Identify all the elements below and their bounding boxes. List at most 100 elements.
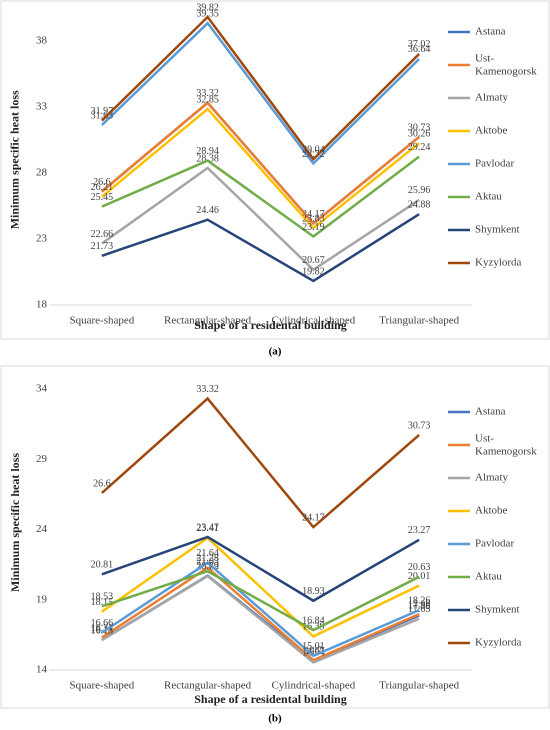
series-line: [101, 561, 420, 658]
legend-label: Kyzylorda: [475, 637, 522, 649]
legend-label: Aktau: [475, 191, 502, 203]
series-line: [101, 15, 421, 162]
legend-label: Aktobe: [475, 125, 508, 137]
y-tick-label: 14: [36, 664, 48, 676]
y-tick-label: 34: [36, 383, 48, 395]
data-label: 24.46: [196, 205, 219, 216]
data-label: 24.88: [408, 199, 431, 210]
series-line: [101, 535, 420, 603]
data-label: 20.67: [302, 255, 325, 266]
x-tick-label: Rectangular-shaped: [164, 315, 252, 327]
data-label: 16.31: [91, 623, 114, 634]
series-line: [101, 101, 420, 226]
data-label: 28.38: [196, 153, 219, 164]
series-line: [101, 574, 420, 664]
data-label: 23.83: [302, 213, 325, 224]
data-label: 20.63: [408, 562, 431, 573]
data-label: 14.7: [305, 645, 323, 656]
data-label: 20.01: [408, 571, 431, 582]
data-label: 26.6: [93, 177, 111, 188]
data-label: 36.64: [408, 44, 431, 55]
legend-label: Ust-Kamenogorsk: [475, 432, 537, 457]
data-label: 32.85: [196, 94, 219, 105]
x-tick-label: Rectangular-shaped: [164, 680, 252, 692]
data-label: 23.41: [196, 523, 219, 534]
data-label: 37.02: [408, 39, 431, 50]
x-tick-label: Square-shaped: [69, 315, 134, 327]
data-label: 21.03: [196, 557, 219, 568]
data-label: 20.69: [196, 561, 219, 572]
legend-label: Astana: [475, 26, 506, 38]
data-label: 18.93: [302, 586, 325, 597]
caption: (b): [268, 713, 282, 725]
data-label: 22.66: [91, 229, 114, 240]
y-tick-label: 18: [36, 299, 48, 311]
data-label: 24.17: [302, 209, 325, 220]
data-label: 33.32: [196, 88, 219, 99]
data-label: 16.14: [91, 625, 114, 636]
legend-label: Aktau: [475, 571, 502, 583]
data-label: 30.73: [408, 420, 431, 431]
data-label: 18.15: [91, 597, 114, 608]
y-tick-label: 23: [36, 233, 48, 245]
data-label: 24.17: [302, 512, 325, 523]
data-label: 15.01: [302, 641, 325, 652]
legend-label: Astana: [475, 406, 506, 418]
data-label: 29.04: [302, 145, 325, 156]
data-label: 26.6: [93, 478, 111, 489]
data-label: 31.63: [91, 110, 114, 121]
data-label: 26.21: [91, 182, 114, 193]
data-label: 23.27: [408, 525, 431, 536]
x-tick-label: Cylindrical-shaped: [272, 315, 356, 327]
legend-label: Aktobe: [475, 505, 508, 517]
data-label: 18.53: [91, 592, 114, 603]
data-label: 39.82: [196, 2, 219, 13]
x-axis-title: Shape of a residental building: [194, 692, 346, 706]
series-line: [101, 566, 420, 662]
legend-label: Pavlodar: [475, 158, 514, 170]
data-label: 17.65: [408, 604, 431, 615]
data-label: 16.84: [302, 615, 325, 626]
series-line: [101, 166, 420, 272]
data-label: 18.26: [408, 595, 431, 606]
y-axis-title: Minimum specific heat loss: [8, 90, 22, 229]
data-label: 33.32: [196, 384, 219, 395]
data-label: 23.19: [302, 222, 325, 233]
data-label: 16.39: [302, 622, 325, 633]
data-label: 29.24: [408, 142, 431, 153]
series-line: [101, 155, 420, 239]
x-tick-label: Triangular-shaped: [379, 315, 460, 327]
data-label: 21.28: [196, 553, 219, 564]
y-tick-label: 33: [36, 101, 48, 113]
caption: (a): [269, 346, 282, 358]
series-line: [101, 396, 420, 529]
y-tick-label: 38: [36, 35, 48, 47]
data-label: 30.73: [408, 122, 431, 133]
data-label: 20.81: [91, 560, 114, 571]
y-tick-label: 29: [36, 453, 48, 465]
legend-label: Pavlodar: [475, 538, 514, 550]
x-tick-label: Triangular-shaped: [379, 680, 460, 692]
x-tick-label: Cylindrical-shaped: [272, 680, 356, 692]
data-label: 31.97: [91, 106, 114, 117]
y-tick-label: 28: [36, 167, 48, 179]
data-label: 19.82: [302, 266, 325, 277]
panel-a: [0, 0, 550, 340]
series-line: [101, 536, 420, 638]
data-label: 23.47: [196, 522, 219, 533]
data-label: 28.72: [302, 149, 325, 160]
series-line: [101, 21, 421, 166]
x-axis-title: Shape of a residental building: [194, 318, 346, 332]
series-line: [101, 213, 420, 283]
data-label: 28.94: [196, 146, 219, 157]
legend-label: Almaty: [475, 472, 508, 484]
y-axis-title: Minimum specific heat loss: [8, 453, 22, 592]
legend-label: Shymkent: [475, 224, 520, 236]
data-label: 17.88: [408, 601, 431, 612]
data-label: 21.73: [91, 241, 114, 252]
data-label: 30.26: [408, 128, 431, 139]
data-label: 14.54: [302, 648, 325, 659]
panel-b: [0, 365, 550, 709]
series-line: [101, 107, 420, 230]
